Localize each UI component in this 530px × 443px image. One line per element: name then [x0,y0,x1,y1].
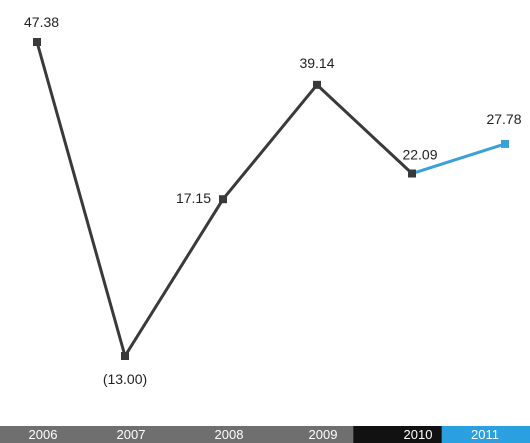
year-segment-2011 [441,426,530,443]
data-point-2011 [501,139,509,148]
year-segment-2008 [176,426,266,443]
data-point-2007 [121,352,129,360]
line-segment-2010-2011 [410,142,507,176]
year-label-2008: 2008 [215,427,244,442]
data-point-2009 [313,80,321,89]
data-label-2011: 27.78 [486,111,521,127]
year-label-2009: 2009 [309,427,338,442]
line-segment-2007-2008 [123,197,225,358]
year-segment-2009 [265,426,354,443]
data-labels: 47.38 (13.00) 17.15 39.14 22.09 27.78 [24,14,522,387]
data-point-2008 [219,195,227,204]
year-label-2007: 2007 [117,427,146,442]
line-segment-2009-2010 [315,83,414,176]
data-point-2006 [33,38,41,46]
line-segment-2008-2009 [221,83,319,201]
data-label-2008: 17.15 [176,190,211,206]
line-segment-2006-2007 [35,40,127,358]
year-label-2006: 2006 [29,427,58,442]
year-segment-2007 [88,426,178,443]
data-label-2009: 39.14 [299,55,334,71]
year-label-2011: 2011 [471,427,499,442]
year-axis-bar: 2006 2007 2008 2009 2010 2011 [0,426,530,443]
data-points [33,38,509,360]
year-label-2010: 2010 [404,427,433,442]
data-label-2006: 47.38 [24,14,59,30]
data-point-2010 [408,169,416,178]
year-segment-2010 [353,426,443,443]
line-series [35,40,507,358]
year-segment-2006 [0,426,89,443]
data-label-2007: (13.00) [103,371,147,387]
data-label-2010: 22.09 [402,147,437,163]
